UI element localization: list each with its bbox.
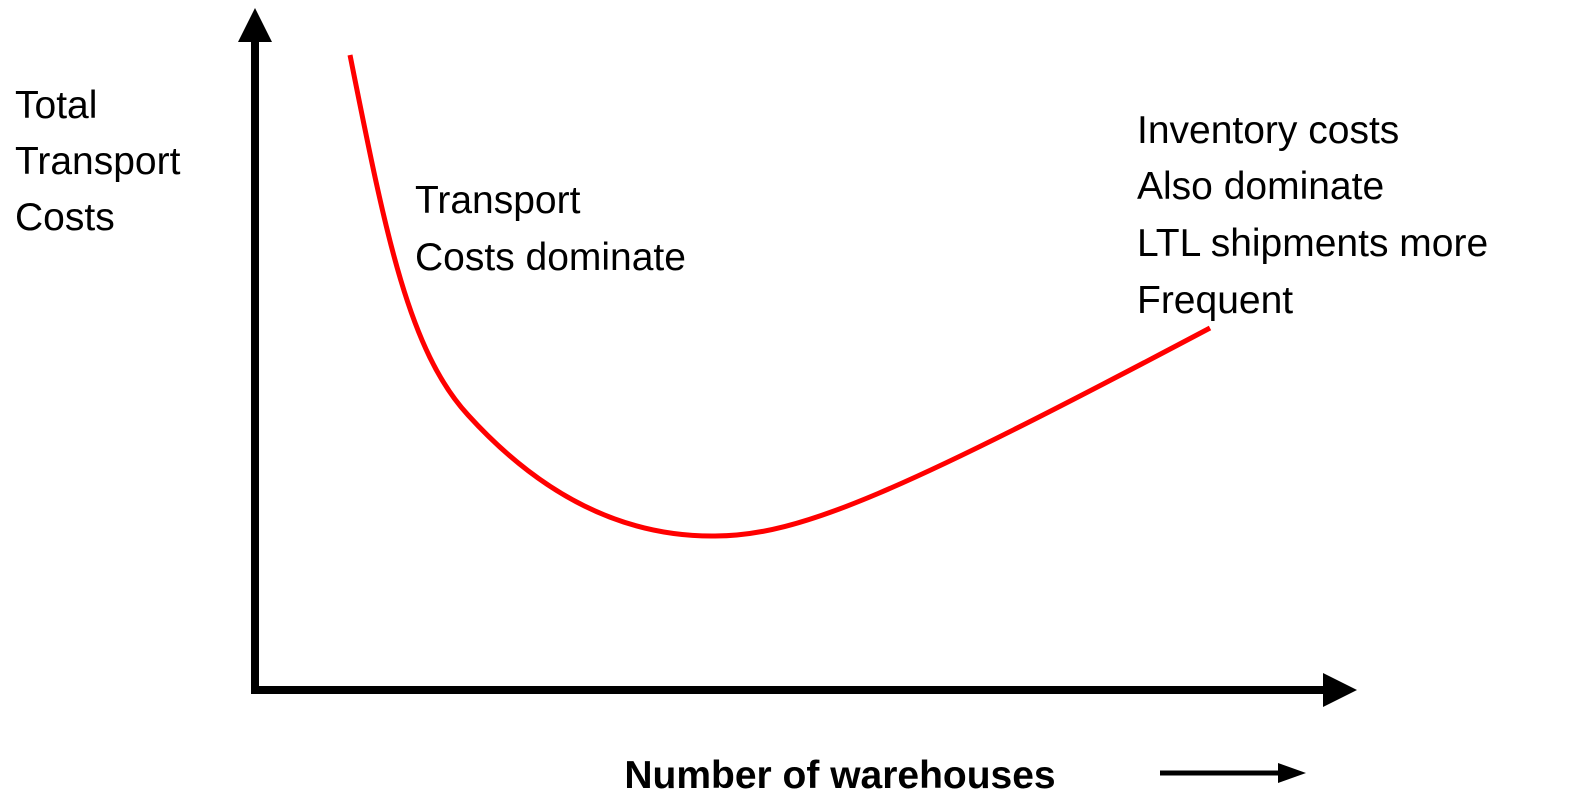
x-axis-label: Number of warehouses [624, 754, 1055, 796]
y-axis-label: Total [15, 84, 97, 127]
x-label-arrowhead [1278, 763, 1306, 783]
x-axis-arrow [1323, 673, 1357, 707]
y-axis-label: Transport [15, 140, 181, 183]
annotation: Frequent [1137, 279, 1293, 322]
annotation: LTL shipments more [1137, 222, 1488, 265]
annotation: Transport [415, 179, 581, 222]
annotation: Inventory costs [1137, 109, 1399, 152]
y-axis-arrow [238, 8, 272, 42]
y-axis-label: Costs [15, 196, 115, 239]
annotation: Costs dominate [415, 236, 686, 279]
annotation: Also dominate [1137, 165, 1384, 208]
cost-curve [347, 54, 1212, 539]
